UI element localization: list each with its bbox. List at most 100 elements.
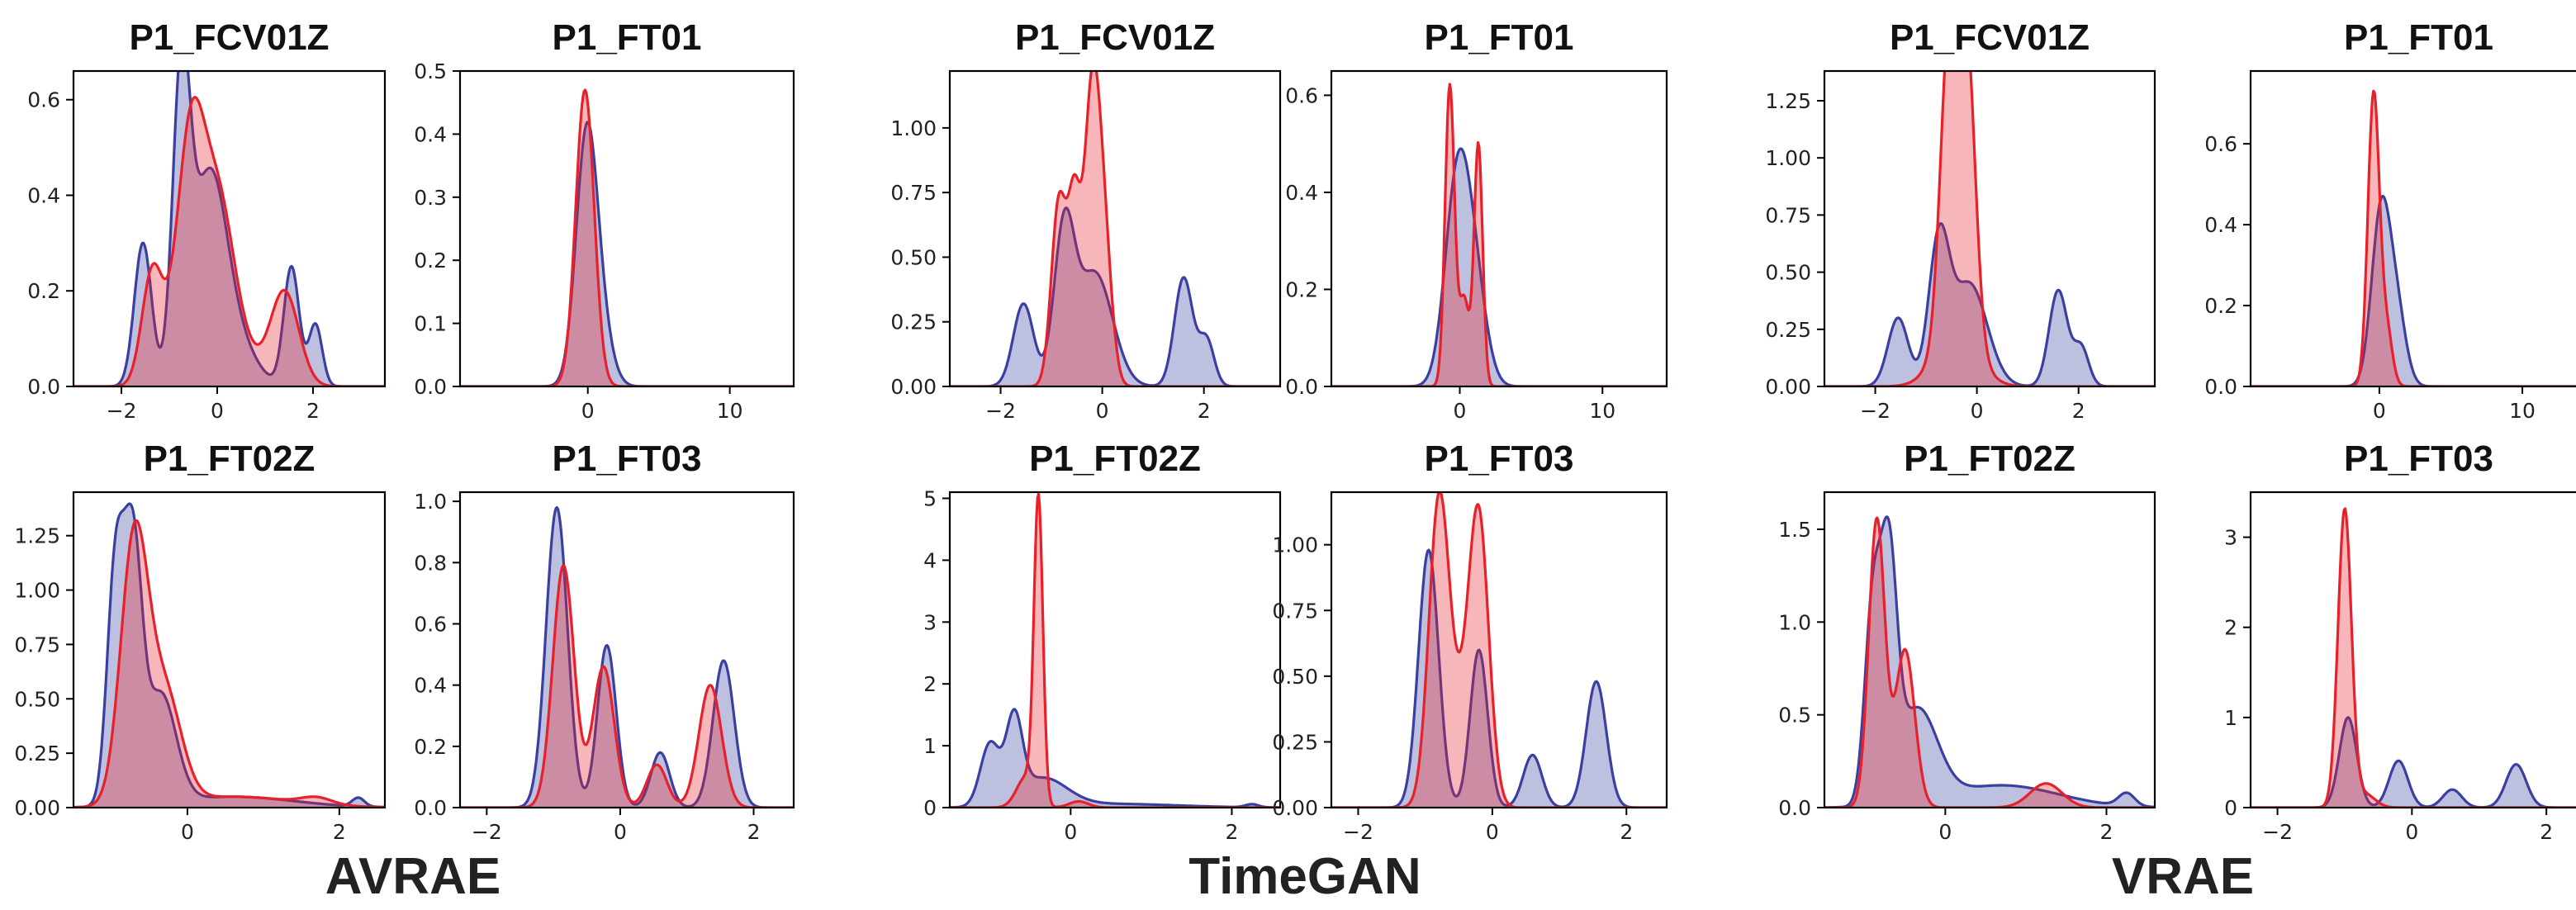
- synthetic-density-line: [1331, 83, 1667, 386]
- y-tick-label: 0.0: [414, 796, 447, 820]
- real-density-line: [460, 506, 794, 808]
- y-tick-label: 1.00: [1765, 146, 1811, 170]
- real-density-fill: [2251, 196, 2576, 386]
- axes-frame: [72, 69, 387, 388]
- y-tick-label: 1.0: [1778, 610, 1811, 634]
- panel-title: P1_FT01: [553, 17, 702, 58]
- plot-area: [1824, 515, 2155, 808]
- axes-frame: [458, 69, 795, 388]
- synthetic-density-fill: [2251, 91, 2576, 386]
- synthetic-density-line: [950, 71, 1280, 386]
- y-tick-label: 0.0: [27, 375, 60, 399]
- real-density-fill: [74, 504, 385, 808]
- panel-title: P1_FT03: [553, 438, 702, 479]
- y-tick-label: 0.75: [1765, 203, 1811, 227]
- panel-4: 0 10 0.0 0.2 0.4 0.6 P1_FT01: [1285, 17, 1668, 423]
- panel-title: P1_FCV01Z: [1890, 17, 2090, 58]
- x-tick-label: 2: [747, 820, 761, 844]
- y-tick-label: 0.8: [414, 551, 447, 575]
- y-tick-label: 0.2: [1285, 277, 1318, 301]
- x-tick-label: 2: [306, 399, 320, 423]
- plot-area: [74, 71, 385, 386]
- y-tick-label: 2: [923, 672, 937, 696]
- y-tick-label: 0.6: [414, 612, 447, 636]
- panel-9: 0 2 0 1 2 3 4 5 P1_FT02Z: [923, 438, 1282, 844]
- panel-2: 0 10 0.0 0.1 0.2 0.3 0.4 0.5 P1_FT01: [414, 17, 795, 423]
- x-tick-label: −2: [1860, 399, 1890, 423]
- plot-area: [460, 88, 794, 386]
- y-tick-label: 0.25: [1765, 318, 1811, 342]
- y-tick-label: 1.5: [1778, 518, 1811, 542]
- axes-frame: [1823, 69, 2156, 388]
- y-tick-label: 0.5: [1778, 704, 1811, 728]
- y-tick-label: 0.25: [14, 742, 60, 765]
- y-tick-label: 0.50: [1765, 261, 1811, 285]
- x-tick-label: 0: [1454, 399, 1467, 423]
- axes-frame: [72, 491, 387, 809]
- y-tick-label: 0.4: [414, 122, 447, 146]
- axes-frame: [948, 69, 1282, 388]
- y-tick-label: 0.50: [14, 687, 60, 711]
- synthetic-density-line: [460, 88, 794, 386]
- real-density-fill: [950, 709, 1280, 808]
- real-density-fill: [1331, 149, 1667, 386]
- y-tick-label: 1: [923, 734, 937, 758]
- panel-title: P1_FT03: [2344, 438, 2493, 479]
- y-tick-label: 0.4: [414, 674, 447, 698]
- panel-title: P1_FT02Z: [144, 438, 315, 479]
- panel-title: P1_FCV01Z: [129, 17, 329, 58]
- y-tick-label: 0: [923, 796, 937, 820]
- panel-title: P1_FT02Z: [1029, 438, 1201, 479]
- synthetic-density-line: [2251, 507, 2576, 808]
- axes-frame: [458, 491, 795, 809]
- plot-area: [950, 71, 1280, 386]
- y-tick-label: 1.25: [1765, 89, 1811, 113]
- plot-area: [460, 506, 794, 808]
- y-tick-label: 1.25: [14, 524, 60, 548]
- group-labels-layer: AVRAE TimeGAN VRAE: [325, 848, 2254, 905]
- y-tick-label: 0.75: [890, 181, 937, 205]
- synthetic-density-line: [460, 564, 794, 808]
- y-tick-label: 1: [2224, 706, 2237, 730]
- x-tick-label: −2: [2262, 820, 2293, 844]
- x-tick-label: 2: [2072, 399, 2085, 423]
- real-density-fill: [460, 122, 794, 386]
- y-tick-label: 0.4: [2204, 213, 2237, 237]
- y-tick-label: 3: [2224, 526, 2237, 550]
- y-tick-label: 0.2: [2204, 294, 2237, 318]
- y-tick-label: 0.0: [1778, 796, 1811, 820]
- x-tick-label: 0: [1971, 399, 1984, 423]
- y-tick-label: 0.6: [1285, 83, 1318, 107]
- axes-frame: [1330, 69, 1668, 388]
- panel-3: −2 0 2 0.00 0.25 0.50 0.75 1.00 P1_FCV01Z: [890, 17, 1282, 423]
- y-tick-label: 5: [923, 486, 937, 510]
- y-tick-label: 0.00: [14, 796, 60, 820]
- real-density-line: [74, 71, 385, 386]
- y-tick-label: 0.6: [2204, 132, 2237, 156]
- real-density-fill: [1824, 223, 2155, 386]
- x-tick-label: 0: [581, 399, 595, 423]
- axes-frame: [2249, 69, 2576, 388]
- x-tick-label: −2: [107, 399, 137, 423]
- x-tick-label: 0: [181, 820, 194, 844]
- y-tick-label: 0.50: [890, 245, 937, 269]
- synthetic-density-line: [74, 519, 385, 808]
- real-density-line: [460, 121, 794, 386]
- plot-area: [950, 492, 1280, 808]
- x-tick-label: 10: [2509, 399, 2536, 423]
- axes-frame: [2249, 491, 2576, 809]
- y-tick-label: 1.00: [890, 116, 937, 140]
- synthetic-density-fill: [74, 520, 385, 808]
- x-tick-label: 2: [1226, 820, 1239, 844]
- synthetic-density-fill: [74, 97, 385, 386]
- real-density-line: [1331, 147, 1667, 386]
- panel-5: −2 0 2 0.00 0.25 0.50 0.75 1.00 1.25 P1_FCV01Z: [1765, 17, 2156, 423]
- y-tick-label: 0.0: [2204, 375, 2237, 399]
- synthetic-density-fill: [950, 494, 1280, 808]
- y-tick-label: 0.00: [890, 375, 937, 399]
- synthetic-density-fill: [460, 90, 794, 386]
- y-tick-label: 0.4: [1285, 181, 1318, 205]
- synthetic-density-line: [2251, 89, 2576, 386]
